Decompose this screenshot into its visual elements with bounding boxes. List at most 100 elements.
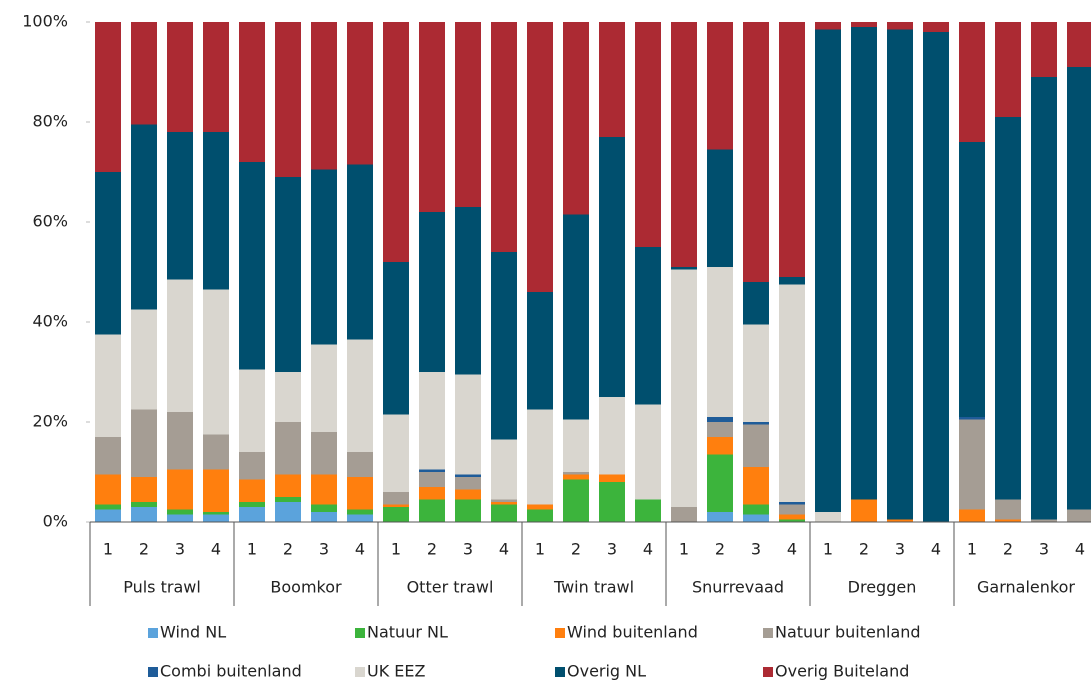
bar-segment [635, 247, 661, 405]
bar-segment [1031, 519, 1057, 522]
bar-segment [167, 22, 193, 132]
bar-segment [707, 437, 733, 455]
bar-segment [347, 339, 373, 452]
bar-segment [743, 424, 769, 467]
bar-segment [95, 437, 121, 475]
group-label: Puls trawl [123, 578, 201, 597]
bar-segment [815, 22, 841, 30]
bar-segment [419, 22, 445, 212]
bar-segment [995, 117, 1021, 500]
bar-segment [1067, 509, 1091, 522]
bar-segment [707, 149, 733, 267]
bar-segment [959, 419, 985, 510]
bar-segment [419, 472, 445, 487]
bar-segment [131, 502, 157, 507]
bar-segment [95, 474, 121, 505]
bar-segment [995, 22, 1021, 117]
bar-segment [671, 507, 697, 522]
bar-segment [95, 334, 121, 437]
group-label: Twin trawl [553, 578, 634, 597]
bar-segment [311, 22, 337, 170]
bar-segment [635, 404, 661, 500]
group-label: Garnalenkor [977, 578, 1075, 597]
bar-segment [167, 412, 193, 470]
legend-label: UK EEZ [367, 662, 426, 681]
bar-segment [239, 479, 265, 502]
x-tick-label: 3 [175, 540, 185, 559]
bar-segment [383, 414, 409, 492]
bar-segment [455, 489, 481, 500]
bar-segment [275, 474, 301, 497]
bar-segment [563, 214, 589, 420]
bar-segment [311, 474, 337, 505]
bar-segment [743, 324, 769, 422]
legend-label: Wind NL [160, 623, 226, 642]
bar-segment [563, 474, 589, 480]
x-tick-label: 3 [1039, 540, 1049, 559]
bar-segment [959, 22, 985, 142]
bar-segment [455, 22, 481, 207]
bar-segment [527, 409, 553, 505]
bar-segment [779, 504, 805, 515]
bar-segment [203, 512, 229, 515]
bar-segment [491, 499, 517, 502]
x-tick-label: 3 [319, 540, 329, 559]
bar-segment [275, 497, 301, 502]
bar-segment [311, 344, 337, 432]
bar-segment [131, 124, 157, 310]
bar-segment [995, 519, 1021, 522]
bar-segment [887, 22, 913, 30]
bar-segment [203, 22, 229, 132]
bar-segment [563, 419, 589, 472]
bar-segment [167, 514, 193, 522]
legend-swatch [355, 667, 365, 677]
bar-segment [707, 22, 733, 150]
bar-segment [383, 504, 409, 507]
bar-segment [923, 32, 949, 522]
bar-segment [743, 504, 769, 515]
bar-segment [383, 22, 409, 262]
bar-segment [779, 277, 805, 285]
bar-segment [455, 207, 481, 375]
bar-segment [95, 22, 121, 172]
bar-segment [959, 509, 985, 522]
bar-segment [599, 474, 625, 482]
bar-segment [419, 487, 445, 500]
x-tick-label: 4 [643, 540, 653, 559]
x-tick-label: 2 [571, 540, 581, 559]
bar-segment [419, 469, 445, 472]
legend-label: Natuur buitenland [775, 623, 921, 642]
bar-segment [815, 512, 841, 522]
bar-segment [383, 507, 409, 522]
bar-segment [707, 417, 733, 422]
bar-segment [743, 467, 769, 505]
legend-label: Overig NL [567, 662, 646, 681]
y-tick-label: 60% [32, 212, 68, 231]
bar-segment [563, 479, 589, 522]
legend-label: Combi buitenland [160, 662, 302, 681]
bar-segment [455, 474, 481, 477]
bar-segment [383, 492, 409, 505]
bar-segment [203, 469, 229, 512]
bar-segment [599, 482, 625, 522]
bar-segment [275, 502, 301, 522]
bar-segment [599, 137, 625, 397]
x-tick-label: 2 [139, 540, 149, 559]
x-tick-label: 4 [211, 540, 221, 559]
legend-swatch [763, 628, 773, 638]
x-tick-label: 3 [751, 540, 761, 559]
bar-segment [599, 22, 625, 137]
bar-segment [167, 509, 193, 515]
bar-segment [743, 514, 769, 522]
bar-segment [887, 29, 913, 520]
x-tick-label: 1 [823, 540, 833, 559]
bar-segment [743, 282, 769, 325]
x-tick-label: 3 [607, 540, 617, 559]
bar-segment [95, 172, 121, 335]
bar-segment [311, 432, 337, 475]
bar-segment [635, 22, 661, 247]
x-tick-label: 3 [895, 540, 905, 559]
y-tick-label: 100% [22, 12, 68, 31]
bar-segment [779, 519, 805, 522]
